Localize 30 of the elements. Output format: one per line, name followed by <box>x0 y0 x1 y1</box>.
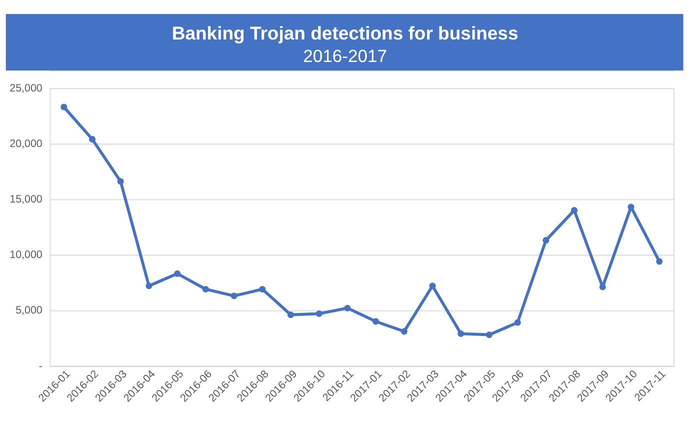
y-tick-label: - <box>38 360 43 372</box>
point <box>542 237 550 244</box>
point <box>372 318 380 325</box>
point <box>287 312 294 318</box>
point <box>599 284 606 290</box>
point <box>344 304 351 312</box>
chart-title: Banking Trojan detections for business <box>172 22 518 44</box>
point <box>60 104 68 110</box>
point <box>316 310 322 317</box>
point <box>117 178 124 185</box>
chart-subtitle: 2016-2017 <box>303 46 387 66</box>
y-tick-label: 10,000 <box>10 249 42 262</box>
point <box>571 207 578 214</box>
point <box>174 270 181 277</box>
point <box>400 328 408 335</box>
y-tick-label: 5,000 <box>16 304 42 317</box>
y-tick-label: 20,000 <box>10 138 42 150</box>
point <box>656 258 663 265</box>
point <box>429 282 436 290</box>
point <box>146 282 152 290</box>
point <box>486 332 492 338</box>
point <box>514 319 521 326</box>
point <box>259 286 266 292</box>
y-tick-label: 15,000 <box>10 194 42 206</box>
point <box>88 136 96 142</box>
point <box>458 330 464 337</box>
y-tick-label: 25,000 <box>10 82 42 94</box>
point <box>230 292 238 300</box>
point <box>628 204 634 210</box>
point <box>202 286 209 292</box>
